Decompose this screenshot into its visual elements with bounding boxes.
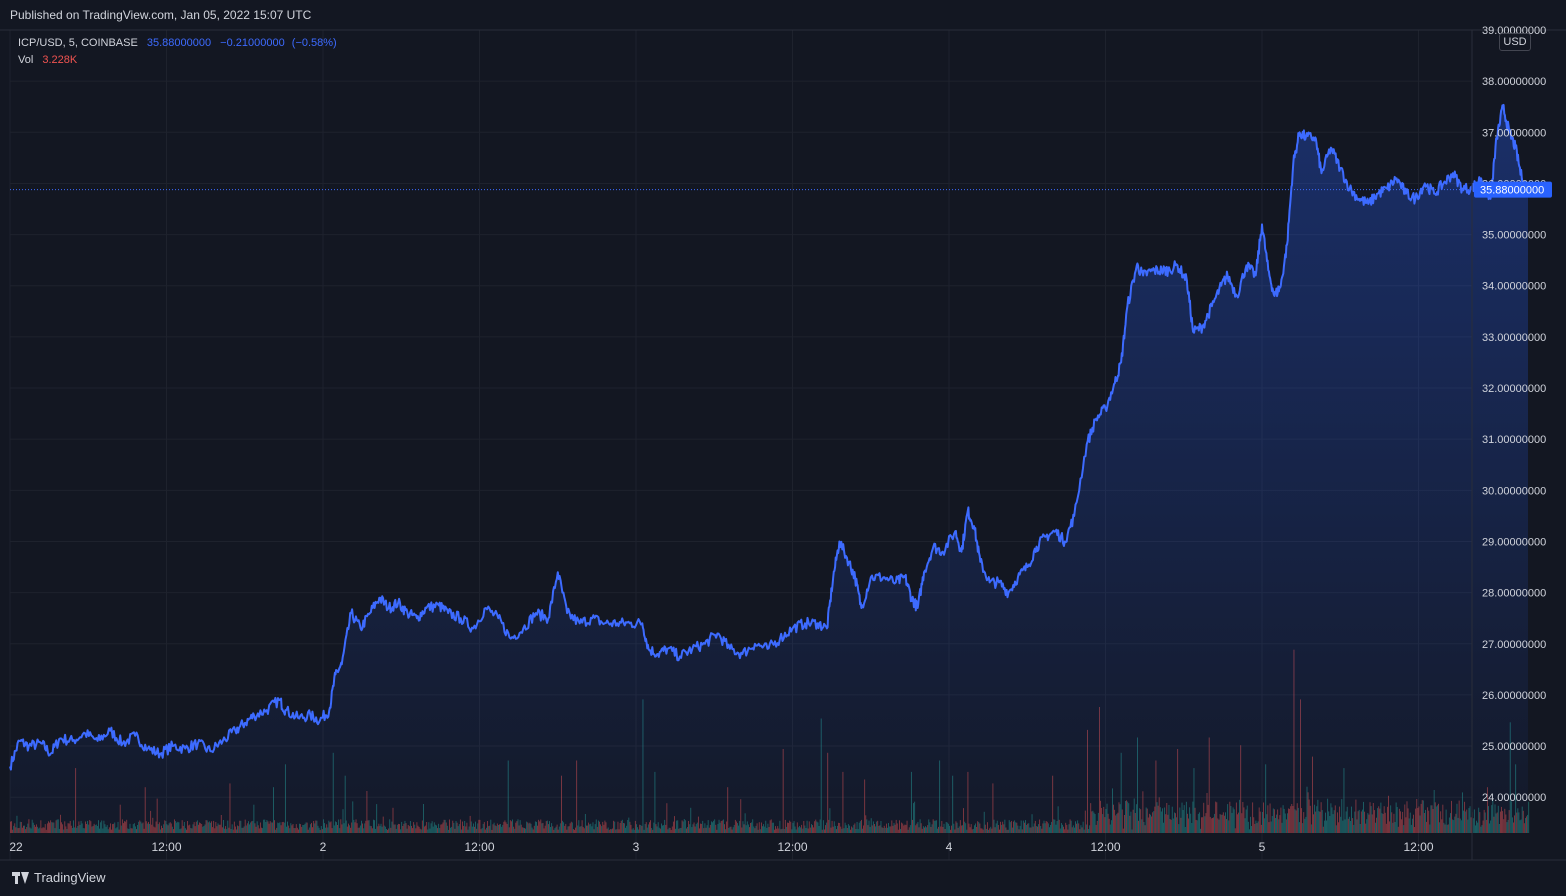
price-tick-label: 33.00000000 (1482, 332, 1546, 344)
volume-label[interactable]: Vol (18, 54, 34, 66)
time-tick-label: 12:00 (151, 840, 181, 854)
symbol-label[interactable]: ICP/USD, 5, COINBASE (18, 37, 138, 49)
volume-bar (1528, 801, 1530, 833)
time-tick-label: 2 (320, 840, 327, 854)
price-tick-label: 28.00000000 (1482, 588, 1546, 600)
last-price-badge: 35.88000000 (1474, 181, 1552, 198)
legend-symbol-row: ICP/USD, 5, COINBASE 35.88000000 −0.2100… (18, 35, 337, 52)
price-axis[interactable]: 24.00000000 25.00000000 26.00000000 27.0000… (1482, 25, 1546, 804)
legend-volume-row: Vol 3.228K (18, 52, 337, 69)
price-change: −0.21000000 (220, 37, 285, 49)
price-tick-label: 32.00000000 (1482, 383, 1546, 395)
price-tick-label: 34.00000000 (1482, 281, 1546, 293)
volume-value: 3.228K (42, 54, 78, 66)
price-tick-label: 27.00000000 (1482, 639, 1546, 651)
tradingview-footer[interactable]: TradingView (12, 870, 106, 885)
time-tick-label: 12:00 (464, 840, 494, 854)
currency-badge[interactable]: USD (1499, 33, 1531, 51)
tradingview-logo-icon (12, 871, 29, 884)
price-tick-label: 38.00000000 (1482, 76, 1546, 88)
price-tick-label: 26.00000000 (1482, 690, 1546, 702)
time-tick-label: 12:00 (1403, 840, 1433, 854)
last-price-label: 35.88000000 (1480, 185, 1544, 197)
time-tick-label: 22 (9, 840, 23, 854)
price-change-percent: (−0.58%) (291, 37, 337, 49)
price-tick-label: 30.00000000 (1482, 485, 1546, 497)
price-area-fill (10, 104, 1528, 833)
time-tick-label: 5 (1259, 840, 1266, 854)
price-tick-label: 31.00000000 (1482, 434, 1546, 446)
published-caption: Published on TradingView.com, Jan 05, 20… (10, 8, 312, 22)
price-tick-label: 25.00000000 (1482, 741, 1546, 753)
price-tick-label: 37.00000000 (1482, 127, 1546, 139)
time-tick-label: 12:00 (1090, 840, 1120, 854)
chart-legend: ICP/USD, 5, COINBASE 35.88000000 −0.2100… (18, 35, 337, 69)
price-tick-label: 35.00000000 (1482, 230, 1546, 242)
price-line (9, 103, 1529, 771)
time-tick-label: 4 (946, 840, 953, 854)
time-tick-label: 12:00 (777, 840, 807, 854)
time-tick-label: 3 (633, 840, 640, 854)
brand-name: TradingView (34, 870, 106, 885)
price-tick-label: 24.00000000 (1482, 792, 1546, 804)
time-axis[interactable]: 22 12:00 2 12:00 3 12:00 4 12:00 5 12:00 (9, 840, 1434, 854)
last-price-value: 35.88000000 (146, 37, 212, 49)
price-tick-label: 29.00000000 (1482, 536, 1546, 548)
